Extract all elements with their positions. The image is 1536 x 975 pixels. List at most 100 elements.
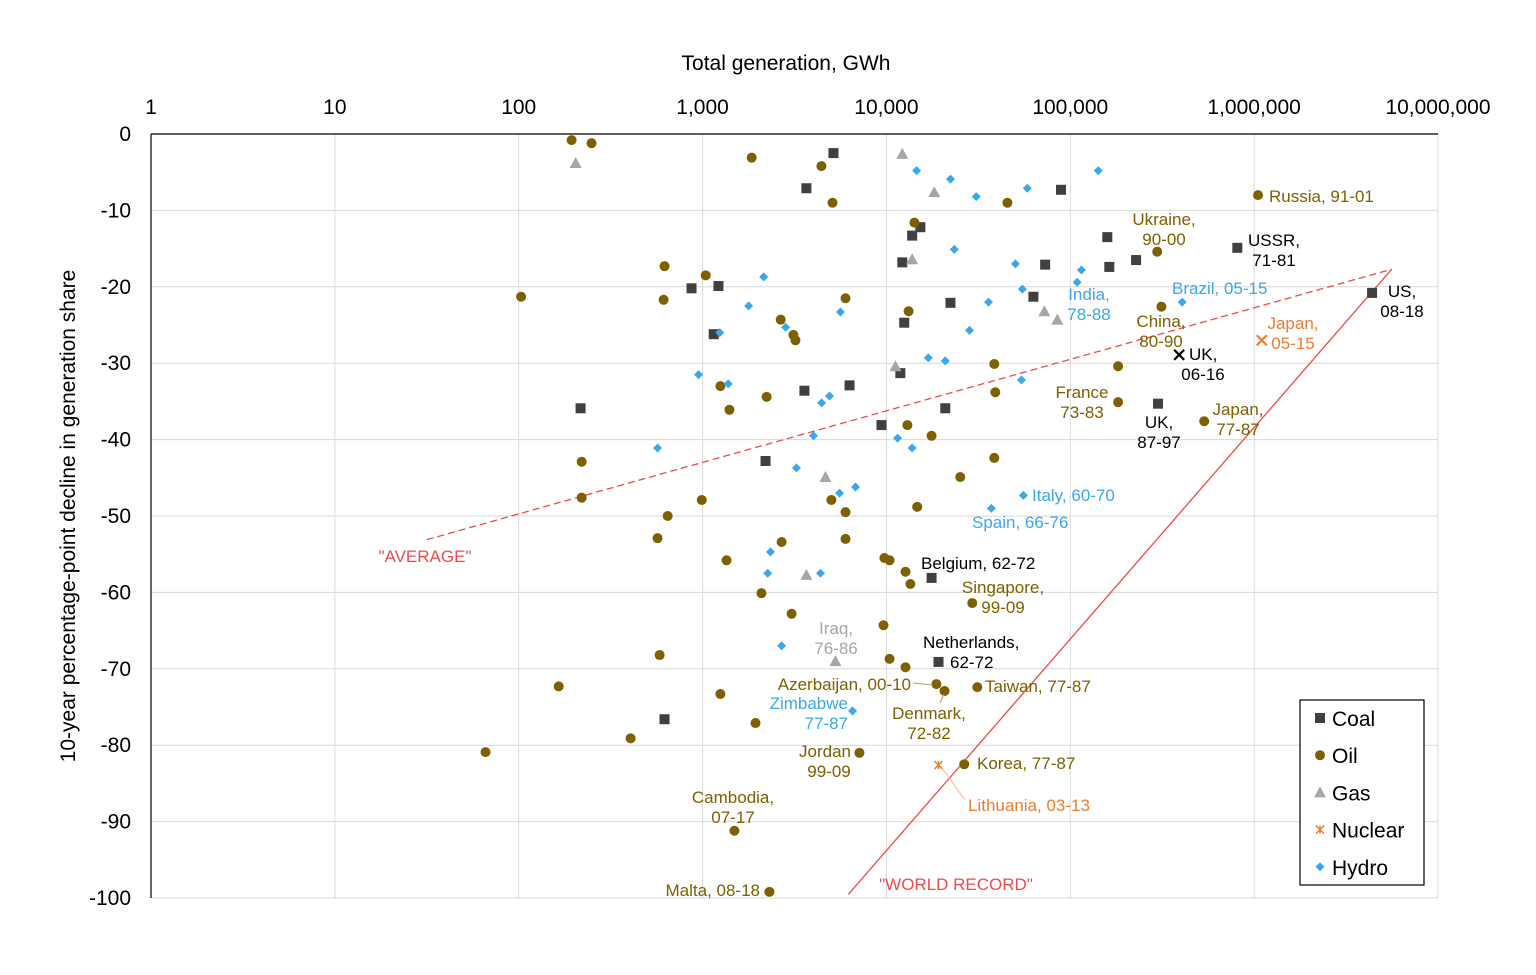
y-tick-label: -10: [101, 199, 131, 222]
point-gas: [928, 186, 941, 198]
point-oil: [715, 381, 726, 392]
annotation-label: UK,: [1189, 345, 1217, 364]
annotation-label: 99-09: [981, 598, 1024, 617]
point-gas: [800, 568, 813, 580]
point-coal: [801, 183, 812, 194]
reference-lines: [426, 268, 1393, 895]
point-oil: [662, 511, 673, 521]
annotation-label: 78-88: [1067, 305, 1110, 324]
point-hydro: [1072, 277, 1082, 287]
point-coal: [933, 656, 944, 667]
legend-coal-label: Coal: [1332, 708, 1375, 731]
annotation-label: 07-17: [711, 808, 754, 827]
y-tick-label: -100: [89, 887, 131, 910]
point-oil: [840, 533, 851, 544]
annotation-label: China,: [1136, 312, 1185, 331]
point-oil: [955, 472, 966, 483]
point-oil: [854, 747, 865, 758]
annotation-label: 05-15: [1271, 334, 1314, 353]
point-oil: [827, 197, 838, 208]
y-axis-title: 10-year percentage-point decline in gene…: [57, 270, 80, 763]
point-hydro: [971, 192, 981, 202]
annotation-label: 90-00: [1142, 230, 1185, 249]
point-gas: [906, 253, 919, 265]
point-coal: [1102, 232, 1113, 243]
point-oil: [972, 682, 983, 693]
legend-nuclear-marker: [1315, 825, 1325, 835]
y-tick-label: -70: [101, 658, 131, 681]
point-coal: [708, 329, 719, 340]
point-hydro: [808, 431, 818, 441]
point-gas: [1038, 305, 1051, 317]
point-coal: [1153, 398, 1164, 409]
legend-gas-label: Gas: [1332, 782, 1371, 805]
y-tick-label: 0: [119, 123, 131, 146]
annotation-label: Korea, 77-87: [977, 754, 1075, 773]
annotation-label: Netherlands,: [923, 633, 1019, 652]
point-hydro: [1017, 284, 1027, 294]
annotation-label: US,: [1388, 282, 1416, 301]
point-oil: [586, 138, 597, 149]
point-highlight: [1173, 349, 1185, 361]
annotation-label: Cambodia,: [692, 788, 774, 807]
point-hydro: [781, 322, 791, 332]
point-hydro: [763, 568, 773, 578]
point-oil: [576, 492, 587, 503]
point-hydro: [907, 443, 917, 453]
point-coal: [713, 281, 724, 292]
point-coal: [844, 380, 855, 391]
point-coal: [828, 148, 839, 159]
point-coal: [1367, 287, 1378, 298]
annotation-label: 06-16: [1181, 365, 1224, 384]
x-tick-label: 10,000: [854, 96, 918, 119]
point-hydro: [1010, 259, 1020, 269]
point-coal: [915, 222, 926, 233]
annotation-label: 62-72: [950, 653, 993, 672]
annotation-label: 99-09: [807, 762, 850, 781]
annotation-label: UK,: [1145, 413, 1173, 432]
y-tick-label: -80: [101, 734, 131, 757]
annotation-label: France: [1056, 383, 1109, 402]
annotation-label: 73-83: [1060, 403, 1103, 422]
point-hydro: [1018, 490, 1028, 500]
point-oil: [909, 217, 920, 228]
point-gas: [896, 147, 909, 159]
point-oil: [912, 501, 923, 512]
point-hydro: [983, 297, 993, 307]
point-oil: [516, 291, 527, 302]
point-coal: [940, 403, 951, 414]
point-oil: [816, 161, 827, 172]
annotation-label: Italy, 60-70: [1032, 486, 1115, 505]
point-coal: [1028, 291, 1039, 302]
x-tick-label: 10: [323, 96, 346, 119]
point-oil: [989, 452, 1000, 463]
point-oil: [659, 261, 670, 272]
annotation-label: Lithuania, 03-13: [968, 796, 1090, 815]
point-hydro: [949, 244, 959, 254]
annotation-arrow: [912, 682, 934, 686]
point-hydro: [653, 443, 663, 453]
y-tick-label: -20: [101, 276, 131, 299]
point-hydro: [1076, 265, 1086, 275]
annotation-label: Belgium, 62-72: [921, 554, 1035, 573]
x-tick-label: 1,000,000: [1207, 96, 1300, 119]
world-record-line: [848, 268, 1393, 895]
y-tick-label: -60: [101, 581, 131, 604]
point-hydro: [824, 391, 834, 401]
point-oil: [1253, 190, 1264, 201]
point-hydro: [1177, 297, 1187, 307]
point-gas: [889, 360, 902, 372]
point-hydro: [759, 272, 769, 282]
annotation-label: "WORLD RECORD": [879, 875, 1033, 894]
point-oil: [576, 456, 587, 467]
y-tick-label: -40: [101, 429, 131, 452]
annotation-label: Denmark,: [892, 704, 966, 723]
x-tick-label: 1: [145, 96, 157, 119]
annotation-label: Malta, 08-18: [666, 881, 761, 900]
point-nuclear: [933, 760, 944, 770]
point-oil: [756, 588, 767, 599]
point-oil: [480, 747, 491, 758]
annotation-label: Singapore,: [962, 578, 1044, 597]
point-oil: [1152, 246, 1163, 257]
